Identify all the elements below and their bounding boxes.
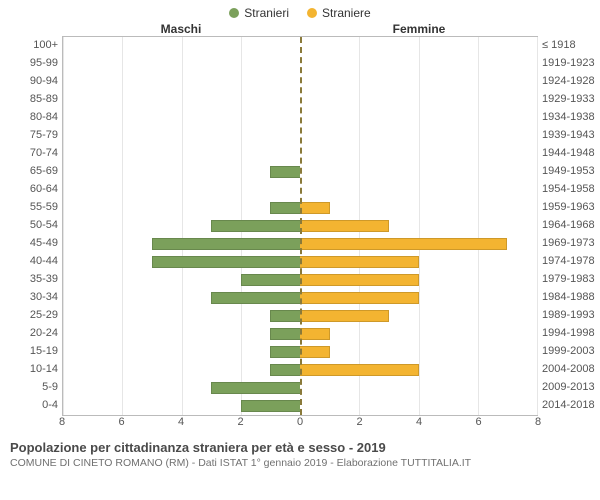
bar-female [300,220,389,232]
footer-subtitle: COMUNE DI CINETO ROMANO (RM) - Dati ISTA… [10,457,590,469]
header-female: Femmine [300,22,538,36]
age-label: 60-64 [6,180,62,198]
birth-label: 1964-1968 [538,216,594,234]
gridline [537,37,538,415]
birth-label: 1994-1998 [538,324,594,342]
birth-label: 2004-2008 [538,360,594,378]
legend-item-female: Straniere [307,6,371,20]
bar-female [300,238,507,250]
age-label: 65-69 [6,162,62,180]
birth-label: 1974-1978 [538,252,594,270]
y-axis-age-labels: 100+95-9990-9485-8980-8475-7970-7465-696… [6,36,62,416]
plot-area [62,36,538,416]
x-tick-label: 6 [118,416,124,428]
header-male: Maschi [62,22,300,36]
birth-label: 1984-1988 [538,288,594,306]
bar-male [270,346,300,358]
birth-label: 1929-1933 [538,90,594,108]
x-tick-label: 2 [237,416,243,428]
age-label: 20-24 [6,324,62,342]
birth-label: 1919-1923 [538,54,594,72]
age-label: 85-89 [6,90,62,108]
birth-label: 1944-1948 [538,144,594,162]
bar-female [300,310,389,322]
x-axis: 8 6 4 2 0 2 4 6 8 [0,416,600,434]
age-label: 5-9 [6,378,62,396]
age-label: 30-34 [6,288,62,306]
bar-male [152,238,300,250]
age-label: 50-54 [6,216,62,234]
x-tick-label: 4 [178,416,184,428]
bar-female [300,346,330,358]
side-headers: Maschi Femmine [0,22,600,36]
age-label: 100+ [6,36,62,54]
age-label: 15-19 [6,342,62,360]
birth-label: 1939-1943 [538,126,594,144]
age-label: 35-39 [6,270,62,288]
bar-male [152,256,300,268]
bar-male [241,400,300,412]
bar-male [270,310,300,322]
male-swatch [229,8,239,18]
bar-male [241,274,300,286]
birth-label: 2009-2013 [538,378,594,396]
x-tick-label: 0 [297,416,303,428]
bar-male [211,220,300,232]
female-swatch [307,8,317,18]
bar-female [300,364,419,376]
age-label: 80-84 [6,108,62,126]
bar-male [270,166,300,178]
age-label: 55-59 [6,198,62,216]
bar-male [270,364,300,376]
y-axis-birth-labels: ≤ 19181919-19231924-19281929-19331934-19… [538,36,594,416]
age-label: 45-49 [6,234,62,252]
birth-label: 1969-1973 [538,234,594,252]
bar-female [300,256,419,268]
legend-label-female: Straniere [322,6,371,20]
zero-axis-line [300,37,302,415]
footer-title: Popolazione per cittadinanza straniera p… [10,440,590,455]
chart-footer: Popolazione per cittadinanza straniera p… [0,434,600,473]
age-label: 40-44 [6,252,62,270]
bar-male [270,328,300,340]
age-label: 10-14 [6,360,62,378]
birth-label: 1979-1983 [538,270,594,288]
bar-male [211,382,300,394]
bar-female [300,328,330,340]
x-tick-label: 8 [535,416,541,428]
bar-female [300,202,330,214]
age-label: 95-99 [6,54,62,72]
legend-item-male: Stranieri [229,6,289,20]
age-label: 70-74 [6,144,62,162]
bar-female [300,274,419,286]
bar-male [270,202,300,214]
age-label: 0-4 [6,396,62,414]
birth-label: 1949-1953 [538,162,594,180]
x-tick-label: 6 [475,416,481,428]
x-tick-label: 8 [59,416,65,428]
legend-label-male: Stranieri [244,6,289,20]
birth-label: 1989-1993 [538,306,594,324]
chart-body: 100+95-9990-9485-8980-8475-7970-7465-696… [0,36,600,416]
age-label: 75-79 [6,126,62,144]
bar-female [300,292,419,304]
bar-male [211,292,300,304]
birth-label: 1924-1928 [538,72,594,90]
x-axis-ticks: 8 6 4 2 0 2 4 6 8 [62,416,538,434]
population-pyramid-chart: Stranieri Straniere Maschi Femmine Fasce… [0,0,600,473]
birth-label: 1999-2003 [538,342,594,360]
chart-body-wrapper: Fasce di età Anni di nascita 100+95-9990… [0,36,600,434]
birth-label: 1954-1958 [538,180,594,198]
birth-label: ≤ 1918 [538,36,594,54]
birth-label: 1934-1938 [538,108,594,126]
age-label: 90-94 [6,72,62,90]
legend: Stranieri Straniere [0,0,600,22]
birth-label: 2014-2018 [538,396,594,414]
age-label: 25-29 [6,306,62,324]
birth-label: 1959-1963 [538,198,594,216]
x-tick-label: 2 [356,416,362,428]
x-tick-label: 4 [416,416,422,428]
